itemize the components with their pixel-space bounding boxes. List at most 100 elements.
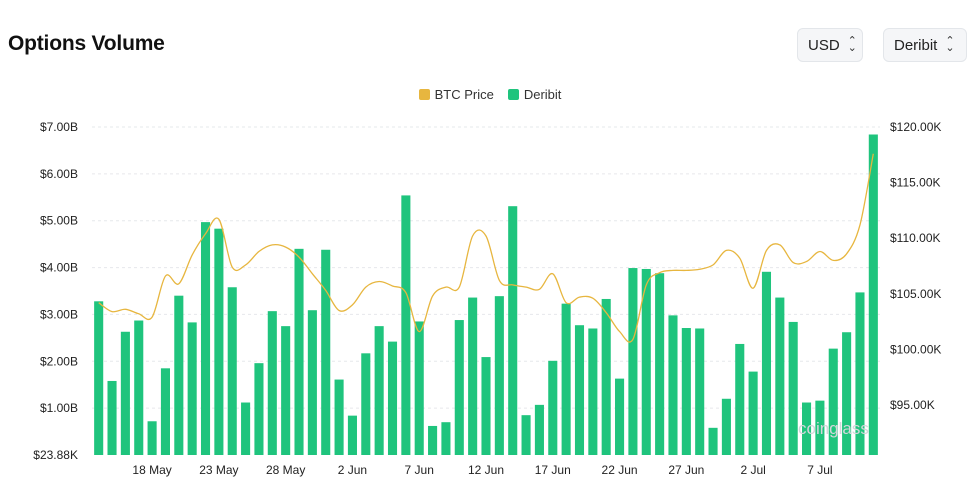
deribit-bar: [481, 357, 491, 455]
left-axis-tick-label: $23.88K: [33, 448, 78, 462]
deribit-bar: [134, 320, 144, 455]
deribit-bar: [241, 402, 251, 455]
deribit-bar: [601, 298, 611, 455]
deribit-bar: [94, 301, 104, 455]
left-axis-tick-label: $3.00B: [40, 307, 78, 321]
x-axis-tick-label: 22 Jun: [602, 463, 638, 477]
legend-label-deribit: Deribit: [523, 87, 562, 102]
page-title: Options Volume: [8, 32, 165, 55]
x-axis-tick-label: 17 Jun: [535, 463, 571, 477]
currency-select[interactable]: USD ⌃ ⌄: [797, 28, 863, 62]
currency-select-value: USD: [808, 36, 840, 54]
x-axis-tick-label: 27 Jun: [668, 463, 704, 477]
legend-swatch-btc-price: [418, 89, 430, 100]
x-axis-tick-label: 2 Jul: [740, 463, 765, 477]
deribit-bar: [588, 328, 598, 455]
deribit-bar: [788, 321, 798, 455]
deribit-bars: [94, 134, 878, 456]
left-axis-ticks: $23.88K $1.00B $2.00B $3.00B $4.00B $5.00B $6.…: [33, 120, 78, 462]
deribit-bar: [695, 328, 705, 455]
deribit-bar: [574, 325, 585, 455]
deribit-bar: [294, 248, 304, 455]
legend-item-deribit[interactable]: Deribit: [507, 87, 562, 102]
deribit-bar: [494, 296, 504, 455]
right-axis-tick-label: $115.00K: [890, 176, 941, 190]
deribit-bar: [281, 326, 291, 455]
deribit-bar: [147, 421, 157, 455]
left-axis-tick-label: $4.00B: [40, 261, 78, 275]
deribit-bar: [307, 310, 317, 455]
deribit-bar: [802, 402, 812, 455]
right-axis-ticks: $95.00K $100.00K $105.00K $110.00K $115.00K $…: [890, 120, 941, 412]
x-axis-tick-label: 7 Jul: [807, 463, 832, 477]
right-axis-tick-label: $95.00K: [890, 398, 935, 412]
x-axis-ticks: 18 May 23 May 28 May 2 Jun 7 Jun 12 Jun 17 Jun…: [132, 463, 832, 477]
deribit-bar: [761, 271, 772, 455]
exchange-select-value: Deribit: [894, 36, 938, 54]
x-axis-tick-label: 28 May: [266, 463, 305, 477]
deribit-bar: [374, 326, 384, 455]
left-axis-tick-label: $7.00B: [40, 120, 78, 134]
deribit-bar: [748, 371, 758, 455]
deribit-bar: [361, 353, 371, 455]
legend-label-btc-price: BTC Price: [434, 87, 494, 102]
deribit-bar: [615, 378, 625, 455]
deribit-bar: [187, 322, 197, 455]
deribit-bar: [735, 343, 745, 455]
deribit-bar: [414, 321, 424, 455]
deribit-bar: [267, 311, 277, 455]
deribit-bar: [254, 363, 264, 455]
btc-price-line-path: [98, 153, 874, 343]
x-axis-tick-label: 18 May: [132, 463, 171, 477]
left-axis-tick-label: $6.00B: [40, 167, 78, 181]
deribit-bar: [174, 295, 184, 455]
right-axis-tick-label: $105.00K: [890, 287, 941, 301]
deribit-bar: [468, 297, 478, 455]
deribit-bar: [721, 398, 731, 455]
deribit-bar: [428, 425, 438, 455]
deribit-bar: [641, 268, 651, 455]
right-axis-tick-label: $120.00K: [890, 120, 941, 134]
deribit-bar: [120, 331, 130, 455]
deribit-bar: [508, 206, 518, 455]
exchange-select[interactable]: Deribit ⌃ ⌄: [883, 28, 967, 62]
btc-price-line: [98, 153, 874, 343]
sort-chevrons-icon: ⌃ ⌄: [945, 35, 955, 54]
deribit-bar: [401, 195, 411, 455]
deribit-bar: [681, 328, 691, 455]
deribit-bar: [107, 380, 117, 455]
deribit-bar: [815, 400, 825, 455]
deribit-bar: [855, 292, 865, 455]
deribit-bar: [534, 404, 544, 455]
deribit-bar: [160, 368, 170, 455]
deribit-bar: [521, 415, 531, 455]
x-axis-tick-label: 2 Jun: [338, 463, 367, 477]
watermark-text: coinglass: [798, 419, 869, 438]
deribit-bar: [334, 379, 344, 455]
deribit-bar: [454, 320, 464, 455]
x-axis-tick-label: 7 Jun: [405, 463, 434, 477]
deribit-bar: [561, 303, 571, 455]
deribit-bar: [775, 297, 785, 455]
x-axis-tick-label: 12 Jun: [468, 463, 504, 477]
deribit-bar: [387, 341, 398, 455]
left-axis-tick-label: $1.00B: [40, 401, 78, 415]
deribit-bar: [668, 315, 678, 455]
right-axis-tick-label: $100.00K: [890, 342, 941, 356]
chart-legend: BTC Price Deribit: [0, 87, 980, 102]
left-axis-tick-label: $2.00B: [40, 354, 78, 368]
deribit-bar: [868, 134, 878, 456]
legend-swatch-deribit: [507, 89, 519, 100]
deribit-bar: [828, 348, 838, 455]
deribit-bar: [214, 228, 224, 455]
deribit-bar: [441, 422, 451, 455]
deribit-bar: [655, 273, 665, 455]
x-axis-tick-label: 23 May: [199, 463, 238, 477]
deribit-bar: [708, 427, 718, 455]
deribit-bar: [628, 268, 638, 455]
deribit-bar: [548, 360, 558, 455]
legend-item-btc-price[interactable]: BTC Price: [418, 87, 494, 102]
deribit-bar: [347, 415, 357, 455]
deribit-bar: [842, 332, 852, 455]
